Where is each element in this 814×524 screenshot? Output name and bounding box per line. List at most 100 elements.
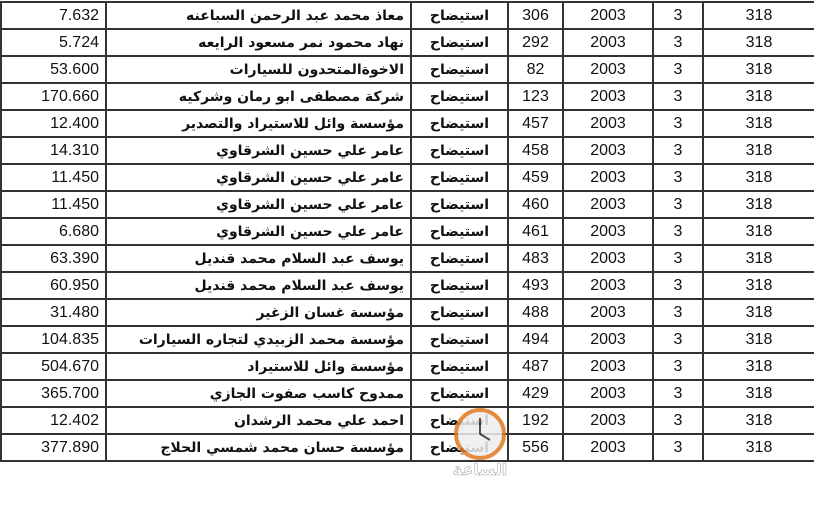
year-cell: 2003 bbox=[562, 352, 654, 381]
code-318-cell: 318 bbox=[702, 55, 814, 84]
code-3-cell: 3 bbox=[652, 136, 704, 165]
year-cell: 2003 bbox=[562, 244, 654, 273]
name-cell: مؤسسة وائل للاستيراد bbox=[105, 352, 412, 381]
code-318-cell: 318 bbox=[702, 82, 814, 111]
code-3-cell: 3 bbox=[652, 271, 704, 300]
number-cell: 458 bbox=[507, 136, 564, 165]
number-cell: 556 bbox=[507, 433, 564, 462]
year-cell: 2003 bbox=[562, 109, 654, 138]
year-cell: 2003 bbox=[562, 325, 654, 354]
type-cell: استيضاح bbox=[410, 136, 509, 165]
amount-cell: 12.400 bbox=[0, 109, 107, 138]
amount-cell: 31.480 bbox=[0, 298, 107, 327]
number-cell: 429 bbox=[507, 379, 564, 408]
code-318-cell: 318 bbox=[702, 325, 814, 354]
number-cell: 292 bbox=[507, 28, 564, 57]
watermark-logo: الساعة bbox=[452, 408, 508, 479]
code-318-cell: 318 bbox=[702, 163, 814, 192]
code-3-cell: 3 bbox=[652, 190, 704, 219]
name-cell: مؤسسة محمد الزبيدي لتجاره السيارات bbox=[105, 325, 412, 354]
type-cell: استيضاح bbox=[410, 217, 509, 246]
code-318-cell: 318 bbox=[702, 406, 814, 435]
code-318-cell: 318 bbox=[702, 136, 814, 165]
code-318-cell: 318 bbox=[702, 1, 814, 30]
type-cell: استيضاح bbox=[410, 28, 509, 57]
table-row: 53.600 الاخوةالمتحدون للسيارات استيضاح 82 20… bbox=[0, 55, 814, 84]
year-cell: 2003 bbox=[562, 28, 654, 57]
number-cell: 82 bbox=[507, 55, 564, 84]
year-cell: 2003 bbox=[562, 271, 654, 300]
type-cell: استيضاح bbox=[410, 325, 509, 354]
table-row: 12.400 مؤسسة وائل للاستيراد والتصدير استيض… bbox=[0, 109, 814, 138]
number-cell: 493 bbox=[507, 271, 564, 300]
code-318-cell: 318 bbox=[702, 190, 814, 219]
number-cell: 461 bbox=[507, 217, 564, 246]
code-318-cell: 318 bbox=[702, 244, 814, 273]
amount-cell: 7.632 bbox=[0, 1, 107, 30]
code-3-cell: 3 bbox=[652, 352, 704, 381]
year-cell: 2003 bbox=[562, 190, 654, 219]
name-cell: يوسف عبد السلام محمد قنديل bbox=[105, 271, 412, 300]
type-cell: استيضاح bbox=[410, 298, 509, 327]
name-cell: احمد علي محمد الرشدان bbox=[105, 406, 412, 435]
code-318-cell: 318 bbox=[702, 298, 814, 327]
year-cell: 2003 bbox=[562, 298, 654, 327]
name-cell: الاخوةالمتحدون للسيارات bbox=[105, 55, 412, 84]
code-3-cell: 3 bbox=[652, 406, 704, 435]
code-3-cell: 3 bbox=[652, 82, 704, 111]
name-cell: عامر علي حسين الشرقاوي bbox=[105, 136, 412, 165]
name-cell: عامر علي حسين الشرقاوي bbox=[105, 163, 412, 192]
name-cell: مؤسسة حسان محمد شمسي الحلاج bbox=[105, 433, 412, 462]
name-cell: مؤسسة وائل للاستيراد والتصدير bbox=[105, 109, 412, 138]
name-cell: يوسف عبد السلام محمد قنديل bbox=[105, 244, 412, 273]
name-cell: مؤسسة غسان الزغير bbox=[105, 298, 412, 327]
code-318-cell: 318 bbox=[702, 217, 814, 246]
amount-cell: 14.310 bbox=[0, 136, 107, 165]
code-3-cell: 3 bbox=[652, 1, 704, 30]
type-cell: استيضاح bbox=[410, 271, 509, 300]
amount-cell: 504.670 bbox=[0, 352, 107, 381]
name-cell: شركة مصطفى ابو رمان وشركيه bbox=[105, 82, 412, 111]
name-cell: عامر علي حسين الشرقاوي bbox=[105, 217, 412, 246]
type-cell: استيضاح bbox=[410, 352, 509, 381]
type-cell: استيضاح bbox=[410, 190, 509, 219]
code-3-cell: 3 bbox=[652, 244, 704, 273]
table-row: 11.450 عامر علي حسين الشرقاوي استيضاح 460 20… bbox=[0, 190, 814, 219]
code-3-cell: 3 bbox=[652, 217, 704, 246]
number-cell: 460 bbox=[507, 190, 564, 219]
code-318-cell: 318 bbox=[702, 28, 814, 57]
table-row: 170.660 شركة مصطفى ابو رمان وشركيه استيضاح… bbox=[0, 82, 814, 111]
code-3-cell: 3 bbox=[652, 298, 704, 327]
amount-cell: 11.450 bbox=[0, 163, 107, 192]
year-cell: 2003 bbox=[562, 55, 654, 84]
amount-cell: 11.450 bbox=[0, 190, 107, 219]
amount-cell: 53.600 bbox=[0, 55, 107, 84]
name-cell: عامر علي حسين الشرقاوي bbox=[105, 190, 412, 219]
number-cell: 487 bbox=[507, 352, 564, 381]
amount-cell: 6.680 bbox=[0, 217, 107, 246]
code-3-cell: 3 bbox=[652, 55, 704, 84]
name-cell: نهاد محمود نمر مسعود الرايعه bbox=[105, 28, 412, 57]
code-3-cell: 3 bbox=[652, 28, 704, 57]
code-318-cell: 318 bbox=[702, 109, 814, 138]
year-cell: 2003 bbox=[562, 1, 654, 30]
number-cell: 306 bbox=[507, 1, 564, 30]
code-318-cell: 318 bbox=[702, 352, 814, 381]
amount-cell: 377.890 bbox=[0, 433, 107, 462]
table-row: 63.390 يوسف عبد السلام محمد قنديل استيضاح 4… bbox=[0, 244, 814, 273]
name-cell: معاذ محمد عبد الرحمن السباعنه bbox=[105, 1, 412, 30]
table-row: 104.835 مؤسسة محمد الزبيدي لتجاره السيارا… bbox=[0, 325, 814, 354]
type-cell: استيضاح bbox=[410, 244, 509, 273]
table-row: 365.700 ممدوح كاسب صفوت الجازي استيضاح 429 2… bbox=[0, 379, 814, 408]
amount-cell: 60.950 bbox=[0, 271, 107, 300]
amount-cell: 63.390 bbox=[0, 244, 107, 273]
type-cell: استيضاح bbox=[410, 109, 509, 138]
number-cell: 192 bbox=[507, 406, 564, 435]
type-cell: استيضاح bbox=[410, 379, 509, 408]
table-row: 6.680 عامر علي حسين الشرقاوي استيضاح 461 200… bbox=[0, 217, 814, 246]
type-cell: استيضاح bbox=[410, 1, 509, 30]
name-cell: ممدوح كاسب صفوت الجازي bbox=[105, 379, 412, 408]
code-3-cell: 3 bbox=[652, 379, 704, 408]
